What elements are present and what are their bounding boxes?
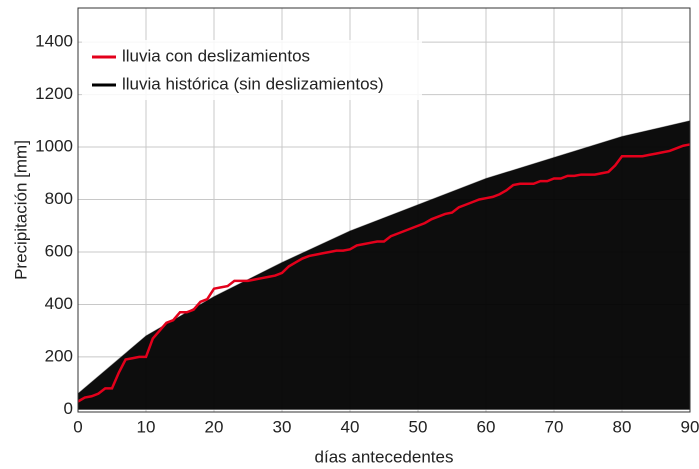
x-tick-label: 20 — [205, 417, 224, 436]
y-tick-label: 1000 — [35, 137, 73, 156]
x-tick-label: 50 — [409, 417, 428, 436]
y-tick-label: 400 — [45, 294, 73, 313]
x-tick-label: 10 — [137, 417, 156, 436]
x-tick-label: 60 — [477, 417, 496, 436]
y-tick-label: 1400 — [35, 32, 73, 51]
y-tick-label: 200 — [45, 346, 73, 365]
legend-label: lluvia con deslizamientos — [122, 46, 310, 65]
plot-frame — [77, 7, 691, 413]
x-tick-label: 0 — [73, 417, 82, 436]
y-tick-label: 800 — [45, 189, 73, 208]
y-tick-label: 0 — [64, 399, 73, 418]
x-axis-label: días antecedentes — [315, 447, 454, 466]
y-tick-label: 600 — [45, 241, 73, 260]
legend-label: lluvia histórica (sin deslizamientos) — [122, 74, 384, 93]
x-tick-label: 30 — [273, 417, 292, 436]
x-tick-label: 80 — [613, 417, 632, 436]
x-tick-label: 40 — [341, 417, 360, 436]
x-tick-label: 90 — [681, 417, 699, 436]
y-axis-label: Precipitación [mm] — [11, 140, 30, 280]
y-tick-label: 1200 — [35, 84, 73, 103]
data-line — [77, 143, 691, 403]
legend-box — [82, 40, 422, 100]
x-tick-label: 70 — [545, 417, 564, 436]
